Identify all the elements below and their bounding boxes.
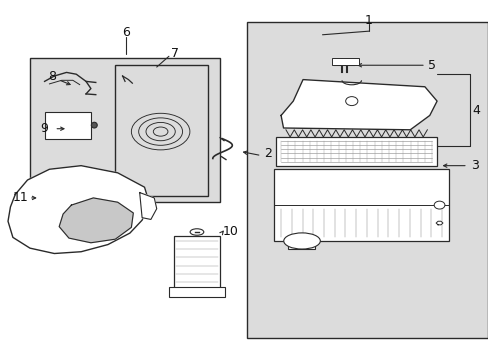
Text: 1: 1 [364,14,372,27]
Polygon shape [8,166,149,253]
Polygon shape [435,221,442,225]
Text: 4: 4 [471,104,479,117]
Ellipse shape [190,229,203,235]
Polygon shape [281,80,436,130]
Text: 7: 7 [171,47,179,60]
Text: 5: 5 [427,59,435,72]
Text: 8: 8 [48,69,56,82]
Bar [115,65,207,196]
Ellipse shape [91,122,97,128]
Text: 6: 6 [122,27,130,40]
Text: 11: 11 [12,192,28,204]
Bar [173,235,220,288]
Bar [168,287,224,297]
Bar [288,240,315,249]
Text: 10: 10 [223,225,238,238]
Ellipse shape [283,233,320,249]
Bar [44,112,91,139]
Ellipse shape [433,201,444,209]
Text: 3: 3 [470,159,478,172]
Bar [276,137,436,166]
Bar [30,58,220,202]
Ellipse shape [345,96,357,105]
Text: 2: 2 [264,147,271,160]
Text: 9: 9 [41,122,48,135]
Polygon shape [140,193,157,220]
Bar [273,169,448,241]
Bar [246,22,488,338]
Bar [331,58,358,65]
Polygon shape [59,198,133,243]
